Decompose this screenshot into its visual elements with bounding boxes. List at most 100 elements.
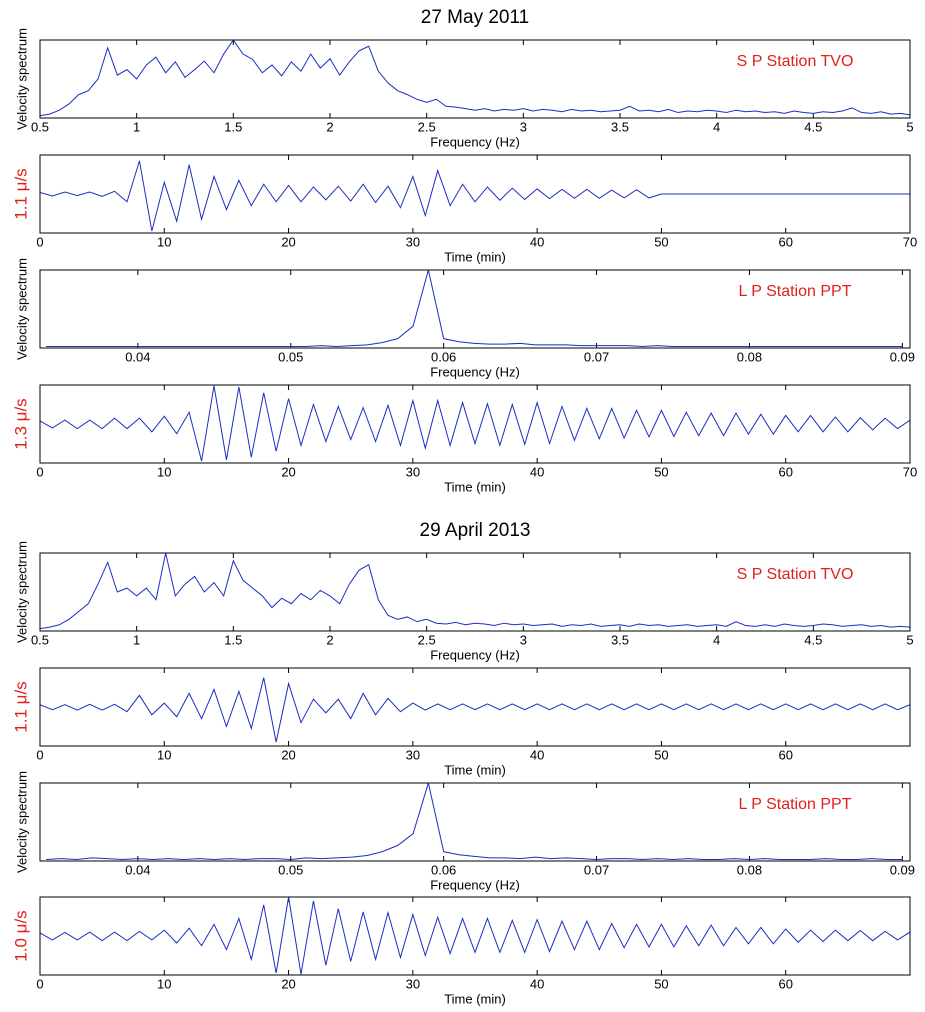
- x-tick-label: 0.08: [737, 349, 762, 364]
- x-tick-label: 60: [778, 464, 792, 479]
- axes-frame: [39, 39, 911, 119]
- x-tick-label: 0: [36, 747, 43, 762]
- y-axis-label: 1.0 μ/s: [11, 910, 30, 961]
- x-tick-label: 30: [406, 464, 420, 479]
- x-tick-label: 30: [406, 747, 420, 762]
- x-tick-label: 1.5: [224, 119, 242, 134]
- annotation: S P Station TVO: [737, 566, 854, 583]
- data-line: [40, 897, 910, 975]
- y-axis-label: Velocity spectrum: [14, 541, 29, 643]
- x-tick-label: 0.04: [125, 349, 150, 364]
- x-tick-label: 40: [530, 234, 544, 249]
- chart-title: 29 April 2013: [420, 520, 531, 541]
- x-tick-label: 20: [281, 747, 295, 762]
- x-axis-label: Time (min): [444, 479, 506, 494]
- x-tick-label: 5: [906, 119, 913, 134]
- data-line: [46, 270, 903, 347]
- data-line: [40, 385, 910, 462]
- x-tick-label: 30: [406, 976, 420, 991]
- x-tick-label: 4: [713, 119, 720, 134]
- x-tick-label: 50: [654, 464, 668, 479]
- annotation: L P Station PPT: [739, 796, 852, 813]
- x-axis-label: Time (min): [444, 991, 506, 1006]
- x-tick-label: 2.5: [418, 632, 436, 647]
- x-tick-label: 0: [36, 464, 43, 479]
- x-tick-label: 3.5: [611, 632, 629, 647]
- y-axis-label: Velocity spectrum: [14, 28, 29, 130]
- data-line: [40, 553, 910, 630]
- axes-frame: [39, 896, 911, 976]
- x-tick-label: 70: [903, 234, 917, 249]
- data-line: [40, 677, 910, 743]
- x-tick-label: 50: [654, 976, 668, 991]
- x-tick-label: 2: [326, 632, 333, 647]
- x-tick-label: 10: [157, 747, 171, 762]
- x-tick-label: 50: [654, 234, 668, 249]
- x-tick-label: 4.5: [804, 119, 822, 134]
- axes-frame: [39, 667, 911, 747]
- chart-title: 27 May 2011: [421, 7, 529, 28]
- x-tick-label: 0.05: [278, 862, 303, 877]
- y-axis-label: 1.1 μ/s: [11, 681, 30, 732]
- x-axis-label: Frequency (Hz): [430, 647, 520, 662]
- x-tick-label: 0.06: [431, 349, 456, 364]
- x-tick-label: 30: [406, 234, 420, 249]
- y-axis-label: 1.3 μ/s: [11, 398, 30, 449]
- x-tick-label: 20: [281, 464, 295, 479]
- x-tick-label: 20: [281, 976, 295, 991]
- x-tick-label: 2.5: [418, 119, 436, 134]
- x-tick-label: 60: [778, 234, 792, 249]
- x-tick-label: 20: [281, 234, 295, 249]
- x-tick-label: 2: [326, 119, 333, 134]
- x-tick-label: 1.5: [224, 632, 242, 647]
- y-axis-label: 1.1 μ/s: [11, 168, 30, 219]
- x-tick-label: 0.07: [584, 862, 609, 877]
- x-tick-label: 40: [530, 976, 544, 991]
- x-axis-label: Frequency (Hz): [430, 877, 520, 892]
- x-tick-label: 10: [157, 464, 171, 479]
- axes-frame: [39, 269, 911, 349]
- x-tick-label: 0.5: [31, 632, 49, 647]
- x-tick-label: 3.5: [611, 119, 629, 134]
- x-tick-label: 10: [157, 976, 171, 991]
- x-tick-label: 0.5: [31, 119, 49, 134]
- x-tick-label: 0.09: [890, 349, 915, 364]
- y-axis-label: Velocity spectrum: [14, 771, 29, 873]
- x-tick-label: 50: [654, 747, 668, 762]
- x-tick-label: 10: [157, 234, 171, 249]
- x-tick-label: 0.04: [125, 862, 150, 877]
- annotation: S P Station TVO: [737, 53, 854, 70]
- annotation: L P Station PPT: [739, 283, 852, 300]
- x-tick-label: 70: [903, 464, 917, 479]
- x-tick-label: 3: [520, 632, 527, 647]
- x-tick-label: 60: [778, 976, 792, 991]
- y-axis-label: Velocity spectrum: [14, 258, 29, 360]
- x-tick-label: 0: [36, 976, 43, 991]
- axes-frame: [39, 552, 911, 632]
- x-tick-label: 0.07: [584, 349, 609, 364]
- x-tick-label: 40: [530, 747, 544, 762]
- x-tick-label: 60: [778, 747, 792, 762]
- x-tick-label: 0: [36, 234, 43, 249]
- x-tick-label: 1: [133, 119, 140, 134]
- x-axis-label: Time (min): [444, 249, 506, 264]
- axes-frame: [39, 782, 911, 862]
- x-tick-label: 3: [520, 119, 527, 134]
- x-tick-label: 0.08: [737, 862, 762, 877]
- data-line: [40, 160, 910, 232]
- data-line: [40, 40, 910, 117]
- x-axis-label: Frequency (Hz): [430, 364, 520, 379]
- x-tick-label: 0.05: [278, 349, 303, 364]
- x-tick-label: 4.5: [804, 632, 822, 647]
- x-tick-label: 4: [713, 632, 720, 647]
- x-axis-label: Frequency (Hz): [430, 134, 520, 149]
- x-tick-label: 1: [133, 632, 140, 647]
- axes-frame: [39, 154, 911, 234]
- x-tick-label: 0.06: [431, 862, 456, 877]
- x-tick-label: 5: [906, 632, 913, 647]
- x-axis-label: Time (min): [444, 762, 506, 777]
- x-tick-label: 0.09: [890, 862, 915, 877]
- axes-frame: [39, 384, 911, 464]
